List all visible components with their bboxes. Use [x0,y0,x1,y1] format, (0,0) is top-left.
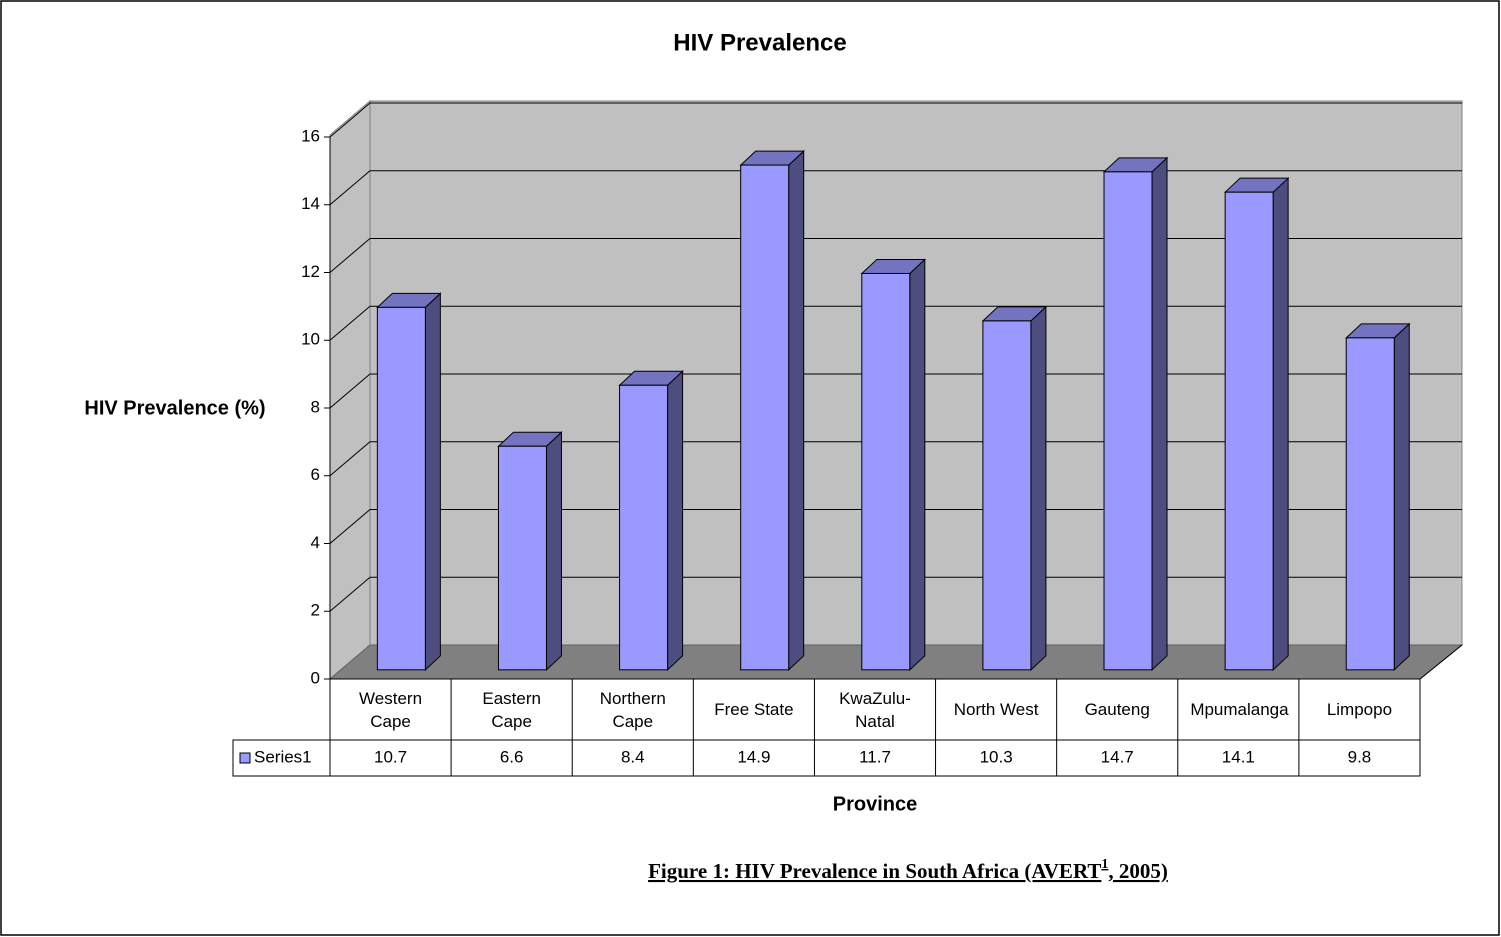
grid-line [329,238,1462,273]
bar [497,445,547,671]
legend-label: Series1 [254,747,312,766]
table-value: 14.9 [737,747,770,766]
table-value: 9.8 [1348,747,1372,766]
bar-side [424,292,441,671]
grid-line [329,441,1462,477]
y-tick-label: 2 [311,601,320,620]
bar-side [788,149,805,671]
category-cell: Gauteng [1057,679,1178,740]
grid-line [329,102,1462,138]
x-tick-label: KwaZulu-Natal [814,679,935,740]
x-tick-label: Mpumalanga [1178,679,1299,740]
table-value: 14.7 [1101,747,1134,766]
category-label: KwaZulu-Natal [839,688,911,731]
table-value: 11.7 [859,747,891,766]
y-tick-label: 8 [311,397,320,416]
category-label: Gauteng [1084,700,1150,719]
category-cell: Western Cape [330,679,451,740]
table-value: 8.4 [621,747,645,766]
bar-side [1030,305,1047,671]
category-label: Northern Cape [599,688,666,731]
y-tick-label: 14 [301,194,320,213]
bar [1103,171,1153,671]
chart-title: HIV Prevalence [673,29,846,56]
x-tick-label: Free State [693,679,814,740]
bar-side [1151,156,1168,671]
x-tick-label: Gauteng [1057,679,1178,740]
grid-line [329,373,1462,409]
category-cell: North West [936,679,1057,740]
grid-line [329,305,1462,341]
table-value: 10.7 [374,747,407,766]
bar-side [667,370,684,671]
table-border [232,739,1421,777]
category-cell: KwaZulu-Natal [814,679,935,740]
x-tick-label: Limpopo [1299,679,1420,740]
y-tick-label: 4 [311,533,320,552]
bar-side [1272,177,1289,671]
bar-side [1393,322,1410,671]
y-tick-label: 6 [311,465,320,484]
grid-line [329,509,1462,544]
category-label: Free State [714,700,794,719]
category-label: Mpumalanga [1190,700,1289,719]
y-axis-title: HIV Prevalence (%) [84,397,265,419]
x-tick-label: Western Cape [330,679,451,740]
category-label: Limpopo [1326,700,1393,719]
x-axis-title: Province [833,793,917,815]
grid-line [329,170,1462,206]
caption-footnote: 1 [1101,857,1108,872]
x-tick-label: Eastern Cape [451,679,572,740]
y-tick-label: 10 [301,330,320,349]
grid-line [329,576,1462,612]
category-label: Eastern Cape [482,688,541,731]
bar [982,320,1032,671]
category-cell: Free State [693,679,814,740]
legend-swatch [239,752,251,764]
category-label: Western Cape [359,688,423,731]
bar [376,306,426,671]
y-tick-label: 0 [311,668,320,687]
category-label: North West [953,700,1039,719]
y-tick-label: 16 [301,126,320,145]
y-tick-label: 12 [301,262,320,281]
caption-text: Figure 1: HIV Prevalence in South Africa… [648,859,1101,883]
x-tick-label: Northern Cape [572,679,693,740]
bar [861,272,911,671]
table-value: 6.6 [500,747,524,766]
x-tick-label: North West [936,679,1057,740]
caption-after: , 2005) [1108,859,1168,883]
category-cell: Eastern Cape [451,679,572,740]
category-cell: Northern Cape [572,679,693,740]
bar-side [909,258,926,671]
table-value: 10.3 [980,747,1013,766]
bar-side [545,431,562,671]
caption: Figure 1: HIV Prevalence in South Africa… [648,857,1168,883]
bar [1345,337,1395,671]
bar [740,164,790,671]
table-floor-edge [1419,644,1463,680]
table-value: 14.1 [1222,747,1255,766]
category-cell: Mpumalanga [1178,679,1299,740]
bar [619,384,669,671]
bar [1224,191,1274,671]
category-cell: Limpopo [1299,679,1420,740]
